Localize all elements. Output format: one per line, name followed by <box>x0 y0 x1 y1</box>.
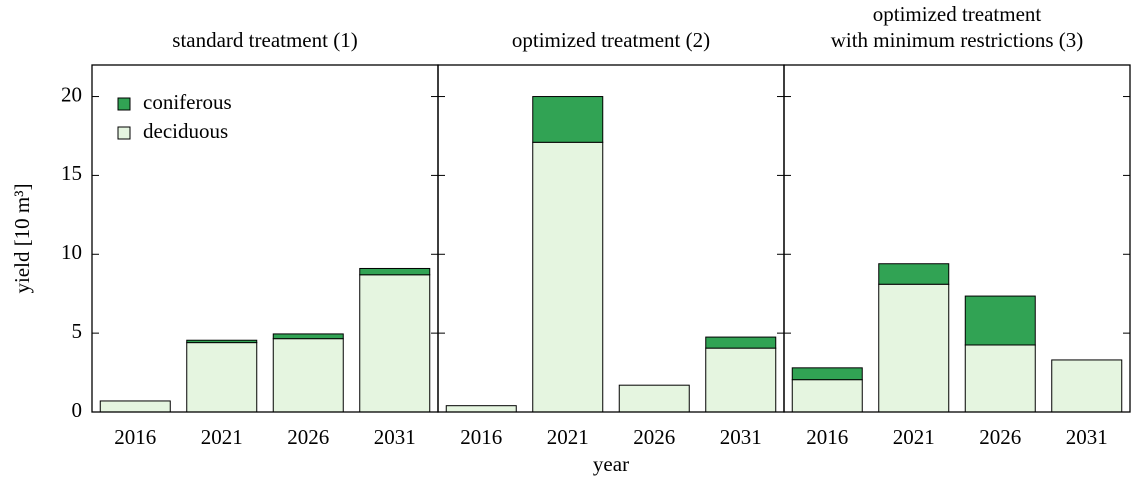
y-tick-label: 10 <box>61 240 82 264</box>
panel-title: with minimum restrictions (3) <box>831 28 1084 52</box>
x-tick-label: 2016 <box>460 425 502 449</box>
bar-segment <box>705 336 777 349</box>
bar-segment <box>186 342 258 413</box>
x-tick-label: 2021 <box>547 425 589 449</box>
bar-segment <box>445 405 517 413</box>
bar-segment <box>791 379 863 413</box>
legend-swatch <box>117 97 131 111</box>
panel-title: standard treatment (1) <box>172 28 357 52</box>
x-tick-label: 2026 <box>979 425 1021 449</box>
legend-label: coniferous <box>143 90 232 114</box>
x-tick-label: 2026 <box>633 425 675 449</box>
panel-title: optimized treatment (2) <box>512 28 710 52</box>
bar-segment <box>359 267 431 276</box>
bar-segment <box>532 141 604 413</box>
x-tick-label: 2021 <box>201 425 243 449</box>
x-tick-label: 2016 <box>806 425 848 449</box>
bar-segment <box>618 384 690 413</box>
bar-segment <box>705 347 777 413</box>
x-axis-label: year <box>593 452 629 476</box>
panel-title: optimized treatment <box>873 2 1042 26</box>
bar-segment <box>272 333 344 340</box>
x-tick-label: 2031 <box>374 425 416 449</box>
bar-segment <box>359 274 431 413</box>
y-tick-label: 20 <box>61 82 82 106</box>
bar-segment <box>272 338 344 413</box>
bar-segment <box>964 344 1036 413</box>
bar-segment <box>878 263 950 285</box>
bar-segment <box>964 295 1036 346</box>
bar-segment <box>878 283 950 413</box>
y-axis-label: yield [10 m³] <box>10 183 34 293</box>
y-tick-label: 0 <box>72 398 83 422</box>
plot-frame <box>783 64 1131 413</box>
y-tick-label: 5 <box>72 319 83 343</box>
bar-segment <box>99 400 171 413</box>
x-tick-label: 2031 <box>1066 425 1108 449</box>
bar-segment <box>532 96 604 143</box>
bar-segment <box>186 339 258 344</box>
x-tick-label: 2021 <box>893 425 935 449</box>
x-tick-label: 2026 <box>287 425 329 449</box>
bar-segment <box>1051 359 1123 413</box>
legend-label: deciduous <box>143 119 228 143</box>
x-tick-label: 2016 <box>114 425 156 449</box>
legend-swatch <box>117 126 131 140</box>
bar-segment <box>791 367 863 381</box>
x-tick-label: 2031 <box>720 425 762 449</box>
y-tick-label: 15 <box>61 161 82 185</box>
